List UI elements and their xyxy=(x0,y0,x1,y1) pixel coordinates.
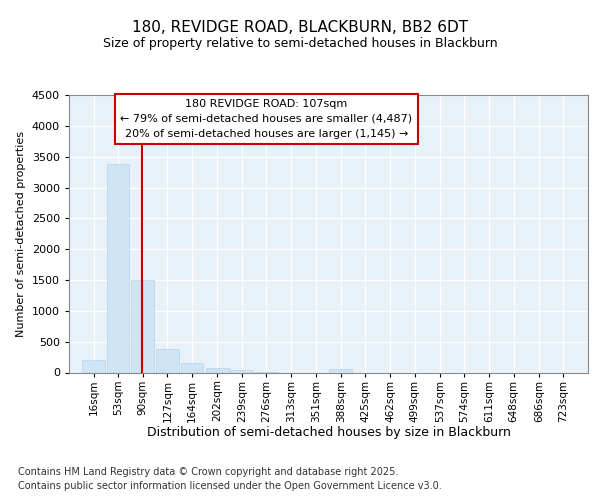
Bar xyxy=(156,349,179,372)
Bar xyxy=(230,370,253,372)
Bar xyxy=(329,370,352,372)
Bar xyxy=(82,360,105,372)
Bar xyxy=(107,164,130,372)
Text: 180 REVIDGE ROAD: 107sqm
← 79% of semi-detached houses are smaller (4,487)
20% o: 180 REVIDGE ROAD: 107sqm ← 79% of semi-d… xyxy=(120,99,412,139)
Bar xyxy=(206,368,229,372)
Y-axis label: Number of semi-detached properties: Number of semi-detached properties xyxy=(16,130,26,337)
Text: Distribution of semi-detached houses by size in Blackburn: Distribution of semi-detached houses by … xyxy=(147,426,511,439)
Bar xyxy=(181,363,203,372)
Text: Size of property relative to semi-detached houses in Blackburn: Size of property relative to semi-detach… xyxy=(103,38,497,51)
Text: Contains HM Land Registry data © Crown copyright and database right 2025.
Contai: Contains HM Land Registry data © Crown c… xyxy=(18,467,442,491)
Bar xyxy=(131,280,154,372)
Text: 180, REVIDGE ROAD, BLACKBURN, BB2 6DT: 180, REVIDGE ROAD, BLACKBURN, BB2 6DT xyxy=(132,20,468,35)
